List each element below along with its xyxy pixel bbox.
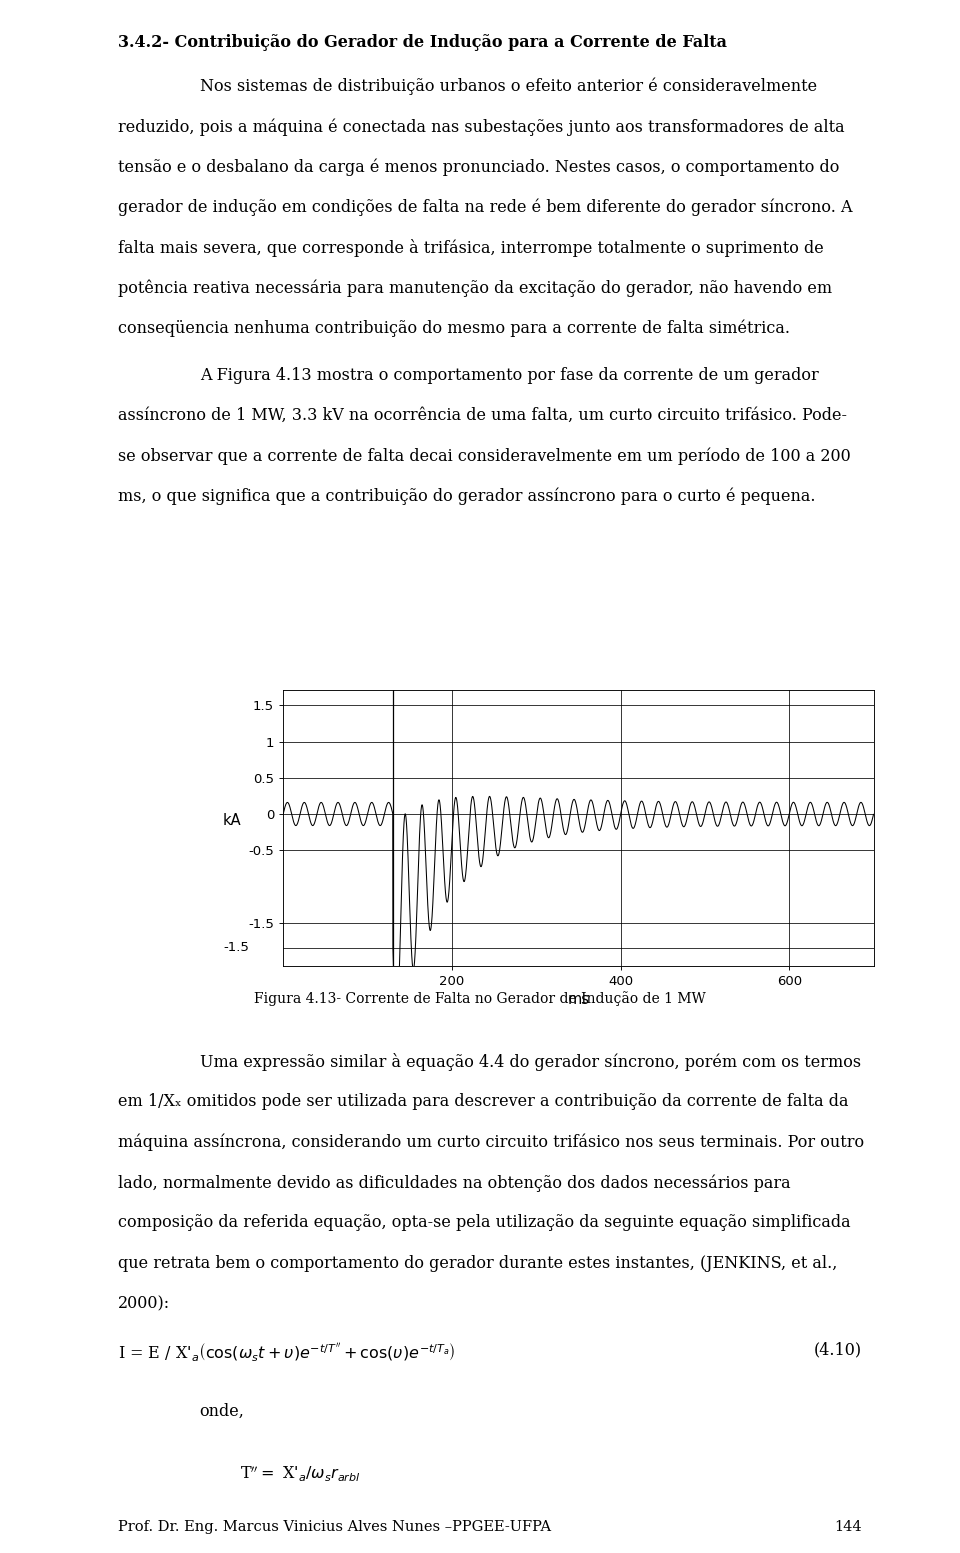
Text: -1.5: -1.5: [223, 941, 249, 955]
Text: se observar que a corrente de falta decai consideravelmente em um período de 100: se observar que a corrente de falta deca…: [118, 447, 851, 464]
Text: tensão e o desbalano da carga é menos pronunciado. Nestes casos, o comportamento: tensão e o desbalano da carga é menos pr…: [118, 158, 839, 175]
Text: assíncrono de 1 MW, 3.3 kV na ocorrência de uma falta, um curto circuito trifási: assíncrono de 1 MW, 3.3 kV na ocorrência…: [118, 407, 847, 424]
Text: gerador de indução em condições de falta na rede é bem diferente do gerador sínc: gerador de indução em condições de falta…: [118, 199, 852, 216]
Text: Uma expressão similar à equação 4.4 do gerador síncrono, porém com os termos: Uma expressão similar à equação 4.4 do g…: [200, 1053, 861, 1072]
Text: T$'' = $ X$'_a / \omega_s r_{arbl}$: T$'' = $ X$'_a / \omega_s r_{arbl}$: [240, 1463, 361, 1483]
Text: Nos sistemas de distribuição urbanos o efeito anterior é consideravelmente: Nos sistemas de distribuição urbanos o e…: [200, 78, 817, 95]
Text: 2000):: 2000):: [118, 1295, 170, 1312]
Text: I = E / X$'_a$$\left(\cos(\omega_s t + \upsilon)e^{-t/T''} + \cos(\upsilon)e^{-t: I = E / X$'_a$$\left(\cos(\omega_s t + \…: [118, 1342, 456, 1364]
Text: potência reativa necessária para manutenção da excitação do gerador, não havendo: potência reativa necessária para manuten…: [118, 280, 832, 297]
Text: 144: 144: [834, 1520, 862, 1534]
Text: (4.10): (4.10): [814, 1342, 862, 1359]
Text: em 1/Xₓ omitidos pode ser utilizada para descrever a contribuição da corrente de: em 1/Xₓ omitidos pode ser utilizada para…: [118, 1093, 849, 1110]
Text: Figura 4.13- Corrente de Falta no Gerador de Indução de 1 MW: Figura 4.13- Corrente de Falta no Gerado…: [254, 991, 706, 1006]
Text: ms, o que significa que a contribuição do gerador assíncrono para o curto é pequ: ms, o que significa que a contribuição d…: [118, 488, 815, 505]
Text: conseqüencia nenhuma contribuição do mesmo para a corrente de falta simétrica.: conseqüencia nenhuma contribuição do mes…: [118, 320, 790, 337]
Text: composição da referida equação, opta-se pela utilização da seguinte equação simp: composição da referida equação, opta-se …: [118, 1214, 851, 1232]
Text: Prof. Dr. Eng. Marcus Vinicius Alves Nunes –PPGEE-UFPA: Prof. Dr. Eng. Marcus Vinicius Alves Nun…: [118, 1520, 551, 1534]
Text: lado, normalmente devido as dificuldades na obtenção dos dados necessários para: lado, normalmente devido as dificuldades…: [118, 1174, 791, 1191]
Text: onde,: onde,: [200, 1402, 245, 1419]
Text: máquina assíncrona, considerando um curto circuito trifásico nos seus terminais.: máquina assíncrona, considerando um curt…: [118, 1134, 864, 1151]
Text: 3.4.2- Contribuição do Gerador de Indução para a Corrente de Falta: 3.4.2- Contribuição do Gerador de Induçã…: [118, 34, 727, 51]
Text: A Figura 4.13 mostra o comportamento por fase da corrente de um gerador: A Figura 4.13 mostra o comportamento por…: [200, 367, 818, 384]
Text: falta mais severa, que corresponde à trifásica, interrompe totalmente o suprimen: falta mais severa, que corresponde à tri…: [118, 239, 824, 258]
Y-axis label: kA: kA: [223, 812, 241, 828]
Text: reduzido, pois a máquina é conectada nas subestações junto aos transformadores d: reduzido, pois a máquina é conectada nas…: [118, 118, 845, 135]
Text: que retrata bem o comportamento do gerador durante estes instantes, (JENKINS, et: que retrata bem o comportamento do gerad…: [118, 1255, 837, 1272]
X-axis label: ms: ms: [567, 992, 589, 1008]
